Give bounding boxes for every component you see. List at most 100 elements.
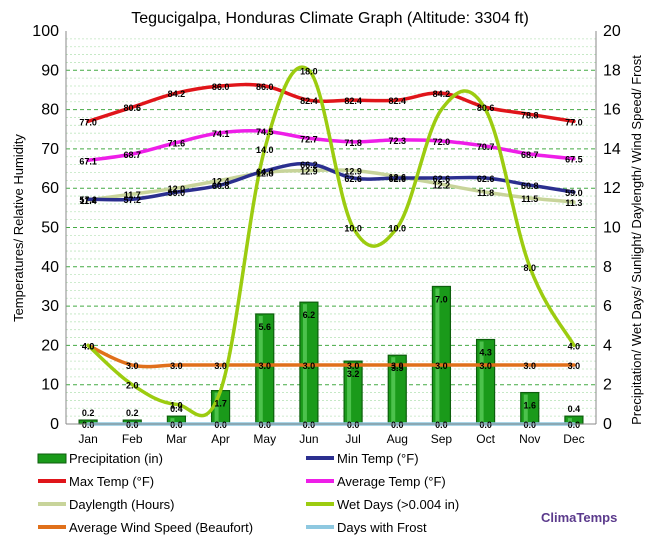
y-right-tick-label: 16: [603, 102, 621, 119]
data-label: 57.2: [79, 195, 97, 205]
x-tick-label: Jan: [78, 432, 97, 446]
data-label: 0.0: [258, 420, 271, 430]
y-left-tick-label: 90: [41, 62, 59, 79]
legend: Precipitation (in) Min Temp (°F) Max Temp …: [37, 451, 459, 535]
axes: 0 10 20 30 40 50 60 70 80 90 100 0 2 4 6 8 10 12 14 16 18 20 J…: [32, 23, 621, 446]
x-tick-label: Jun: [299, 432, 318, 446]
data-label: 84.2: [168, 89, 186, 99]
data-label: 62.6: [344, 174, 362, 184]
data-label: 10.0: [344, 224, 362, 234]
data-label: 5.6: [258, 322, 271, 332]
data-label: 11.4: [80, 196, 97, 206]
data-label: 0.2: [82, 408, 95, 418]
y-right-tick-label: 6: [603, 298, 612, 315]
legend-label: Daylength (Hours): [69, 497, 175, 512]
data-label: 0.0: [214, 420, 227, 430]
data-label: 57.2: [123, 195, 141, 205]
data-label: 74.1: [212, 129, 230, 139]
series-line: [86, 343, 576, 369]
data-label: 0.0: [523, 420, 536, 430]
data-label: 11.5: [521, 194, 538, 204]
y-right-tick-label: 20: [603, 23, 621, 40]
bar-highlight: [523, 394, 528, 423]
bar-highlight: [479, 341, 484, 423]
legend-label: Max Temp (°F): [69, 474, 154, 489]
series-line: [86, 65, 576, 418]
data-label: 1.0: [170, 400, 183, 410]
legend-item: Average Wind Speed (Beaufort): [38, 520, 253, 535]
y-right-tick-label: 0: [603, 416, 612, 433]
data-label: 14.0: [256, 145, 274, 155]
y-left-tick-label: 60: [41, 180, 59, 197]
x-tick-label: Dec: [563, 432, 584, 446]
bar-highlight: [435, 288, 440, 423]
data-label: 6.2: [303, 310, 316, 320]
x-tick-label: May: [253, 432, 276, 446]
data-label: 80.6: [123, 103, 141, 113]
y-right-tick-label: 10: [603, 220, 621, 237]
y-right-tick-label: 8: [603, 259, 612, 276]
data-label: 0.0: [126, 420, 139, 430]
data-label: 12.9: [300, 167, 318, 177]
data-label: 12.2: [433, 180, 451, 190]
data-label: 60.8: [212, 181, 230, 191]
data-label: 84.2: [433, 89, 451, 99]
data-label: 86.0: [212, 82, 230, 92]
legend-item: Daylength (Hours): [38, 497, 175, 512]
data-label: 70.7: [477, 142, 495, 152]
grid: [66, 31, 596, 424]
bar-highlight: [214, 392, 219, 423]
data-label: 67.5: [565, 155, 583, 165]
data-label: 3.0: [347, 361, 360, 371]
data-label: 67.1: [79, 156, 97, 166]
data-label: 62.6: [433, 174, 451, 184]
legend-item: Wet Days (>0.004 in): [306, 497, 459, 512]
y-right-tick-label: 18: [603, 62, 621, 79]
y-left-tick-label: 40: [41, 259, 59, 276]
data-label: 3.0: [214, 361, 227, 371]
bar-highlight: [170, 418, 175, 423]
data-label: 3.0: [303, 361, 316, 371]
legend-item: Max Temp (°F): [38, 474, 154, 489]
y-left-tick-label: 100: [32, 23, 59, 40]
data-label: 0.0: [435, 420, 448, 430]
data-label: 11.7: [124, 190, 141, 200]
data-label: 12.8: [256, 168, 274, 178]
x-tick-label: Mar: [166, 432, 187, 446]
y-right-tick-label: 14: [603, 141, 621, 158]
data-label: 59.0: [565, 188, 583, 198]
y-left-tick-label: 0: [50, 416, 59, 433]
data-label: 78.8: [521, 110, 539, 120]
legend-item: Days with Frost: [306, 520, 427, 535]
legend-label: Min Temp (°F): [337, 451, 419, 466]
data-label: 3.0: [568, 361, 581, 371]
data-label: 0.0: [479, 420, 492, 430]
y-left-tick-label: 20: [41, 337, 59, 354]
data-label: 0.0: [391, 420, 404, 430]
data-label: 3.0: [479, 361, 492, 371]
y-right-tick-label: 12: [603, 180, 621, 197]
data-labels: 0.2 0.2 0.4 1.7 5.6 6.2 3.2 3.5 7.0 4.3 1.6 0.4 57.2…: [79, 66, 582, 430]
data-label: 10.0: [388, 224, 406, 234]
data-label: 0.2: [126, 408, 139, 418]
bar-highlight: [567, 418, 572, 423]
y-axis-right-label: Precipitation/ Wet Days/ Sunlight/ Dayle…: [629, 55, 644, 425]
data-label: 0.0: [347, 420, 360, 430]
data-label: 77.0: [79, 117, 97, 127]
x-tick-label: Oct: [476, 432, 495, 446]
series-line: [86, 161, 576, 202]
x-tick-label: Apr: [211, 432, 230, 446]
data-label: 7.0: [435, 294, 448, 304]
data-label: 82.4: [344, 96, 362, 106]
data-label: 59.0: [168, 188, 186, 198]
data-label: 1.6: [523, 401, 536, 411]
data-label: 72.0: [433, 137, 451, 147]
legend-label: Precipitation (in): [69, 451, 163, 466]
data-label: 66.2: [300, 160, 318, 170]
legend-item: Precipitation (in): [37, 451, 163, 466]
data-label: 71.8: [344, 138, 362, 148]
legend-swatch: [37, 453, 67, 464]
data-label: 18.0: [300, 66, 318, 76]
x-tick-label: Aug: [387, 432, 408, 446]
